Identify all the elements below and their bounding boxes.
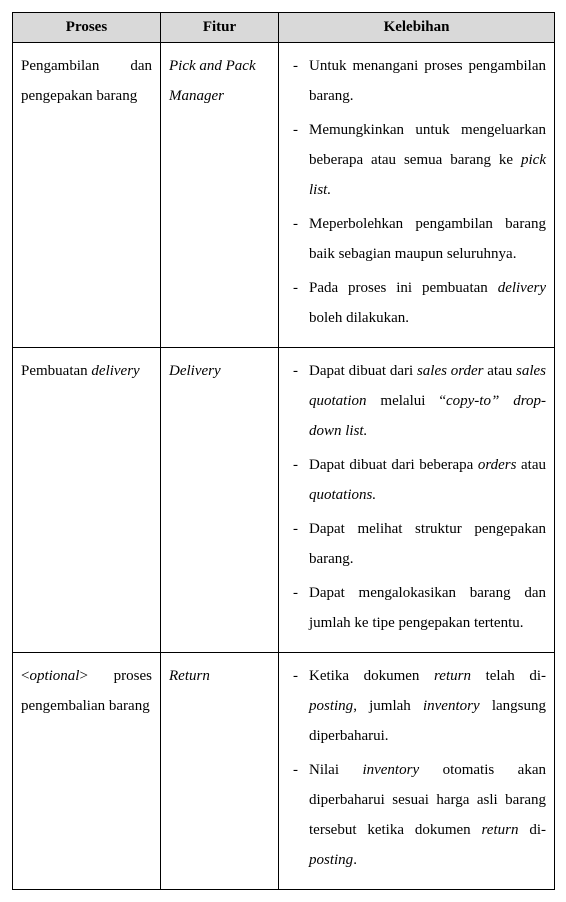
list-item: Untuk menangani proses pengambilan baran… [287, 51, 546, 111]
table-header-row: Proses Fitur Kelebihan [13, 13, 555, 43]
cell-proses: Pembuatan delivery [13, 348, 161, 653]
table-body: Pengambilan dan pengepakan barangPick an… [13, 43, 555, 890]
list-item: Ketika dokumen return telah di-posting, … [287, 661, 546, 751]
list-item: Pada proses ini pembuatan delivery boleh… [287, 273, 546, 333]
cell-proses: <optional> proses pengembalian barang [13, 653, 161, 890]
list-item: Dapat mengalokasikan barang dan jumlah k… [287, 578, 546, 638]
table-row: <optional> proses pengembalian barangRet… [13, 653, 555, 890]
cell-fitur: Return [161, 653, 279, 890]
feature-table: Proses Fitur Kelebihan Pengambilan dan p… [12, 12, 555, 890]
header-proses: Proses [13, 13, 161, 43]
list-item: Dapat dibuat dari sales order atau sales… [287, 356, 546, 446]
cell-kelebihan: Untuk menangani proses pengambilan baran… [279, 43, 555, 348]
table-row: Pembuatan deliveryDeliveryDapat dibuat d… [13, 348, 555, 653]
kelebihan-list: Untuk menangani proses pengambilan baran… [287, 51, 546, 333]
header-kelebihan: Kelebihan [279, 13, 555, 43]
cell-kelebihan: Dapat dibuat dari sales order atau sales… [279, 348, 555, 653]
header-fitur: Fitur [161, 13, 279, 43]
cell-proses: Pengambilan dan pengepakan barang [13, 43, 161, 348]
list-item: Dapat melihat struktur pengepakan barang… [287, 514, 546, 574]
table-row: Pengambilan dan pengepakan barangPick an… [13, 43, 555, 348]
cell-kelebihan: Ketika dokumen return telah di-posting, … [279, 653, 555, 890]
list-item: Memungkinkan untuk mengeluarkan beberapa… [287, 115, 546, 205]
list-item: Dapat dibuat dari beberapa orders atau q… [287, 450, 546, 510]
kelebihan-list: Dapat dibuat dari sales order atau sales… [287, 356, 546, 638]
cell-fitur: Pick and Pack Manager [161, 43, 279, 348]
kelebihan-list: Ketika dokumen return telah di-posting, … [287, 661, 546, 875]
list-item: Nilai inventory otomatis akan diperbahar… [287, 755, 546, 875]
cell-fitur: Delivery [161, 348, 279, 653]
list-item: Meperbolehkan pengambilan barang baik se… [287, 209, 546, 269]
